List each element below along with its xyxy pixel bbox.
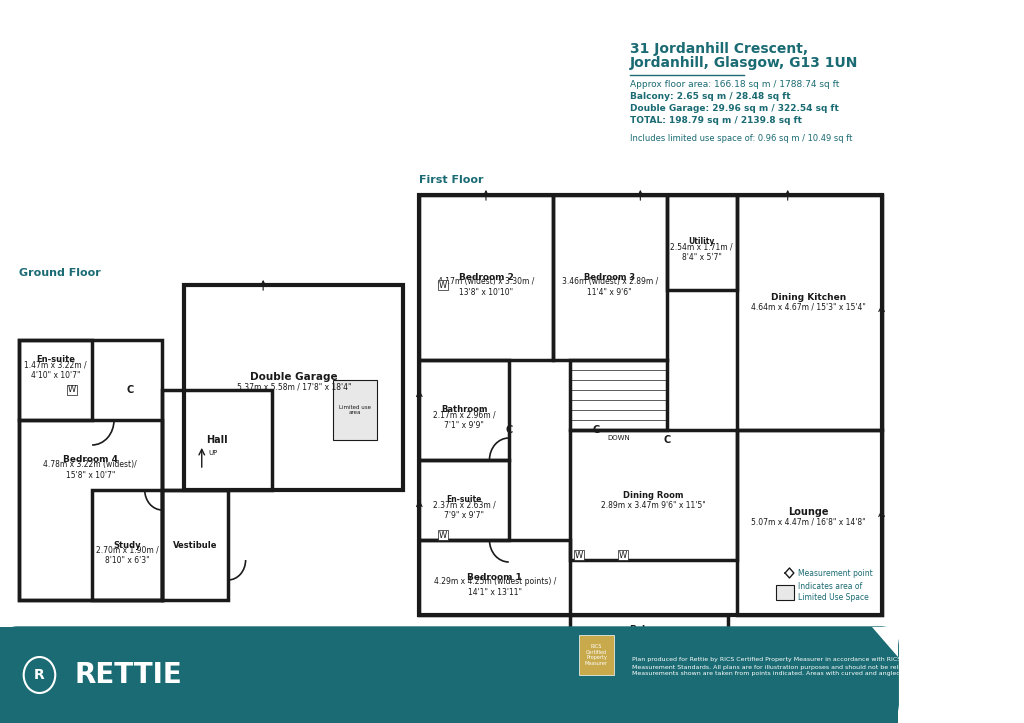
Text: W: W xyxy=(439,531,447,539)
Text: Bedroom 3: Bedroom 3 xyxy=(584,273,635,281)
Text: RETTIE: RETTIE xyxy=(75,661,182,689)
Bar xyxy=(570,430,737,560)
Text: 4.17m (widest) x 3.30m /
13'8" x 10'10": 4.17m (widest) x 3.30m / 13'8" x 10'10" xyxy=(438,278,535,296)
Text: 5.07m x 4.47m / 16'8" x 14'8": 5.07m x 4.47m / 16'8" x 14'8" xyxy=(752,518,866,526)
Text: 2.37m x 2.63m /
7'9" x 9'7": 2.37m x 2.63m / 7'9" x 9'7" xyxy=(433,500,496,520)
Bar xyxy=(667,195,737,290)
Text: Vestibule: Vestibule xyxy=(172,541,217,549)
Text: 2.89m x 3.47m 9'6" x 11'5": 2.89m x 3.47m 9'6" x 11'5" xyxy=(601,500,706,510)
Bar xyxy=(334,380,377,440)
Text: Bedroom 4: Bedroom 4 xyxy=(62,455,118,464)
Text: 2.70m x 1.90m /
8'10" x 6'3": 2.70m x 1.90m / 8'10" x 6'3" xyxy=(96,545,159,565)
Text: En-suite: En-suite xyxy=(36,356,75,364)
Text: First Floor: First Floor xyxy=(419,175,483,185)
Text: RICS
Certified
Property
Measurer: RICS Certified Property Measurer xyxy=(585,643,608,666)
Text: 4.78m x 3.22m (widest)/
15'8" x 10'7": 4.78m x 3.22m (widest)/ 15'8" x 10'7" xyxy=(43,461,137,479)
Bar xyxy=(162,390,272,490)
Bar xyxy=(553,195,667,360)
Text: C: C xyxy=(126,385,133,395)
Text: 2.54m x 1.71m /
8'4" x 5'7": 2.54m x 1.71m / 8'4" x 5'7" xyxy=(671,242,733,262)
Text: W: W xyxy=(618,550,627,560)
Bar xyxy=(19,340,162,600)
Text: R: R xyxy=(34,668,45,682)
Text: Bathroom: Bathroom xyxy=(440,406,487,414)
Bar xyxy=(92,490,162,600)
Text: Approx floor area: 166.18 sq m / 1788.74 sq ft: Approx floor area: 166.18 sq m / 1788.74… xyxy=(630,80,840,89)
Text: 4.29m x 4.25m (widest points) /
14'1" x 13'11": 4.29m x 4.25m (widest points) / 14'1" x … xyxy=(433,577,556,596)
Bar xyxy=(737,195,882,430)
Text: Lounge: Lounge xyxy=(788,507,829,517)
Text: Balcony: Balcony xyxy=(629,625,669,635)
Bar xyxy=(776,585,794,600)
Text: Bedroom 1: Bedroom 1 xyxy=(467,573,522,581)
Text: 31 Jordanhill Crescent,: 31 Jordanhill Crescent, xyxy=(630,42,808,56)
Text: Indicates area of
Limited Use Space: Indicates area of Limited Use Space xyxy=(799,581,869,602)
Text: 4.64m x 4.67m / 15'3" x 15'4": 4.64m x 4.67m / 15'3" x 15'4" xyxy=(752,302,866,312)
Polygon shape xyxy=(871,627,898,657)
Text: Hall: Hall xyxy=(206,435,227,445)
Text: C: C xyxy=(593,425,600,435)
Bar xyxy=(570,615,728,645)
Text: TOTAL: 198.79 sq m / 2139.8 sq ft: TOTAL: 198.79 sq m / 2139.8 sq ft xyxy=(630,116,802,125)
Bar xyxy=(19,340,92,420)
FancyBboxPatch shape xyxy=(0,627,898,723)
Bar xyxy=(162,490,228,600)
Text: W: W xyxy=(574,550,583,560)
Bar xyxy=(579,635,614,675)
Text: Dining Kitchen: Dining Kitchen xyxy=(771,293,847,301)
Bar xyxy=(570,360,667,430)
Bar xyxy=(19,420,162,600)
Text: Includes limited use space of: 0.96 sq m / 10.49 sq ft: Includes limited use space of: 0.96 sq m… xyxy=(630,134,852,143)
Text: Utility: Utility xyxy=(688,237,715,247)
Text: Balcony: 2.65 sq m / 28.48 sq ft: Balcony: 2.65 sq m / 28.48 sq ft xyxy=(630,92,791,101)
Text: Double Garage: 29.96 sq m / 322.54 sq ft: Double Garage: 29.96 sq m / 322.54 sq ft xyxy=(630,104,839,113)
Bar xyxy=(737,430,882,615)
Text: En-suite: En-suite xyxy=(446,495,481,505)
Bar xyxy=(184,285,403,490)
Bar xyxy=(419,460,509,540)
Text: Plan produced for Rettie by RICS Certified Property Measurer in accordance with : Plan produced for Rettie by RICS Certifi… xyxy=(632,657,993,677)
Text: 1.47m x 3.22m /
4'10" x 10'7": 1.47m x 3.22m / 4'10" x 10'7" xyxy=(24,360,87,380)
Text: 3.46m (widest) x 2.89m /
11'4" x 9'6": 3.46m (widest) x 2.89m / 11'4" x 9'6" xyxy=(561,278,657,296)
Bar xyxy=(419,540,570,615)
Text: C: C xyxy=(663,435,671,445)
Text: Double Garage: Double Garage xyxy=(250,372,338,382)
Text: Bedroom 2: Bedroom 2 xyxy=(459,273,513,281)
Bar xyxy=(419,195,882,615)
Text: Study: Study xyxy=(114,541,141,549)
Text: Jordanhill, Glasgow, G13 1UN: Jordanhill, Glasgow, G13 1UN xyxy=(630,56,858,70)
Text: 2.17m x 2.96m /
7'1" x 9'9": 2.17m x 2.96m / 7'1" x 9'9" xyxy=(433,410,496,429)
Text: Measurement point: Measurement point xyxy=(799,568,873,578)
Text: DOWN: DOWN xyxy=(607,435,630,441)
Text: 5.37m x 5.58m / 17'8" x 18'4": 5.37m x 5.58m / 17'8" x 18'4" xyxy=(237,382,351,391)
Text: W: W xyxy=(439,281,447,289)
Text: Ground Floor: Ground Floor xyxy=(19,268,101,278)
Bar xyxy=(419,360,509,460)
Text: C: C xyxy=(505,425,512,435)
Text: Limited use
area: Limited use area xyxy=(339,405,372,416)
Bar xyxy=(419,195,553,360)
Text: W: W xyxy=(68,385,76,395)
Text: UP: UP xyxy=(208,450,217,456)
Text: Dining Room: Dining Room xyxy=(624,490,684,500)
Bar xyxy=(0,627,898,723)
